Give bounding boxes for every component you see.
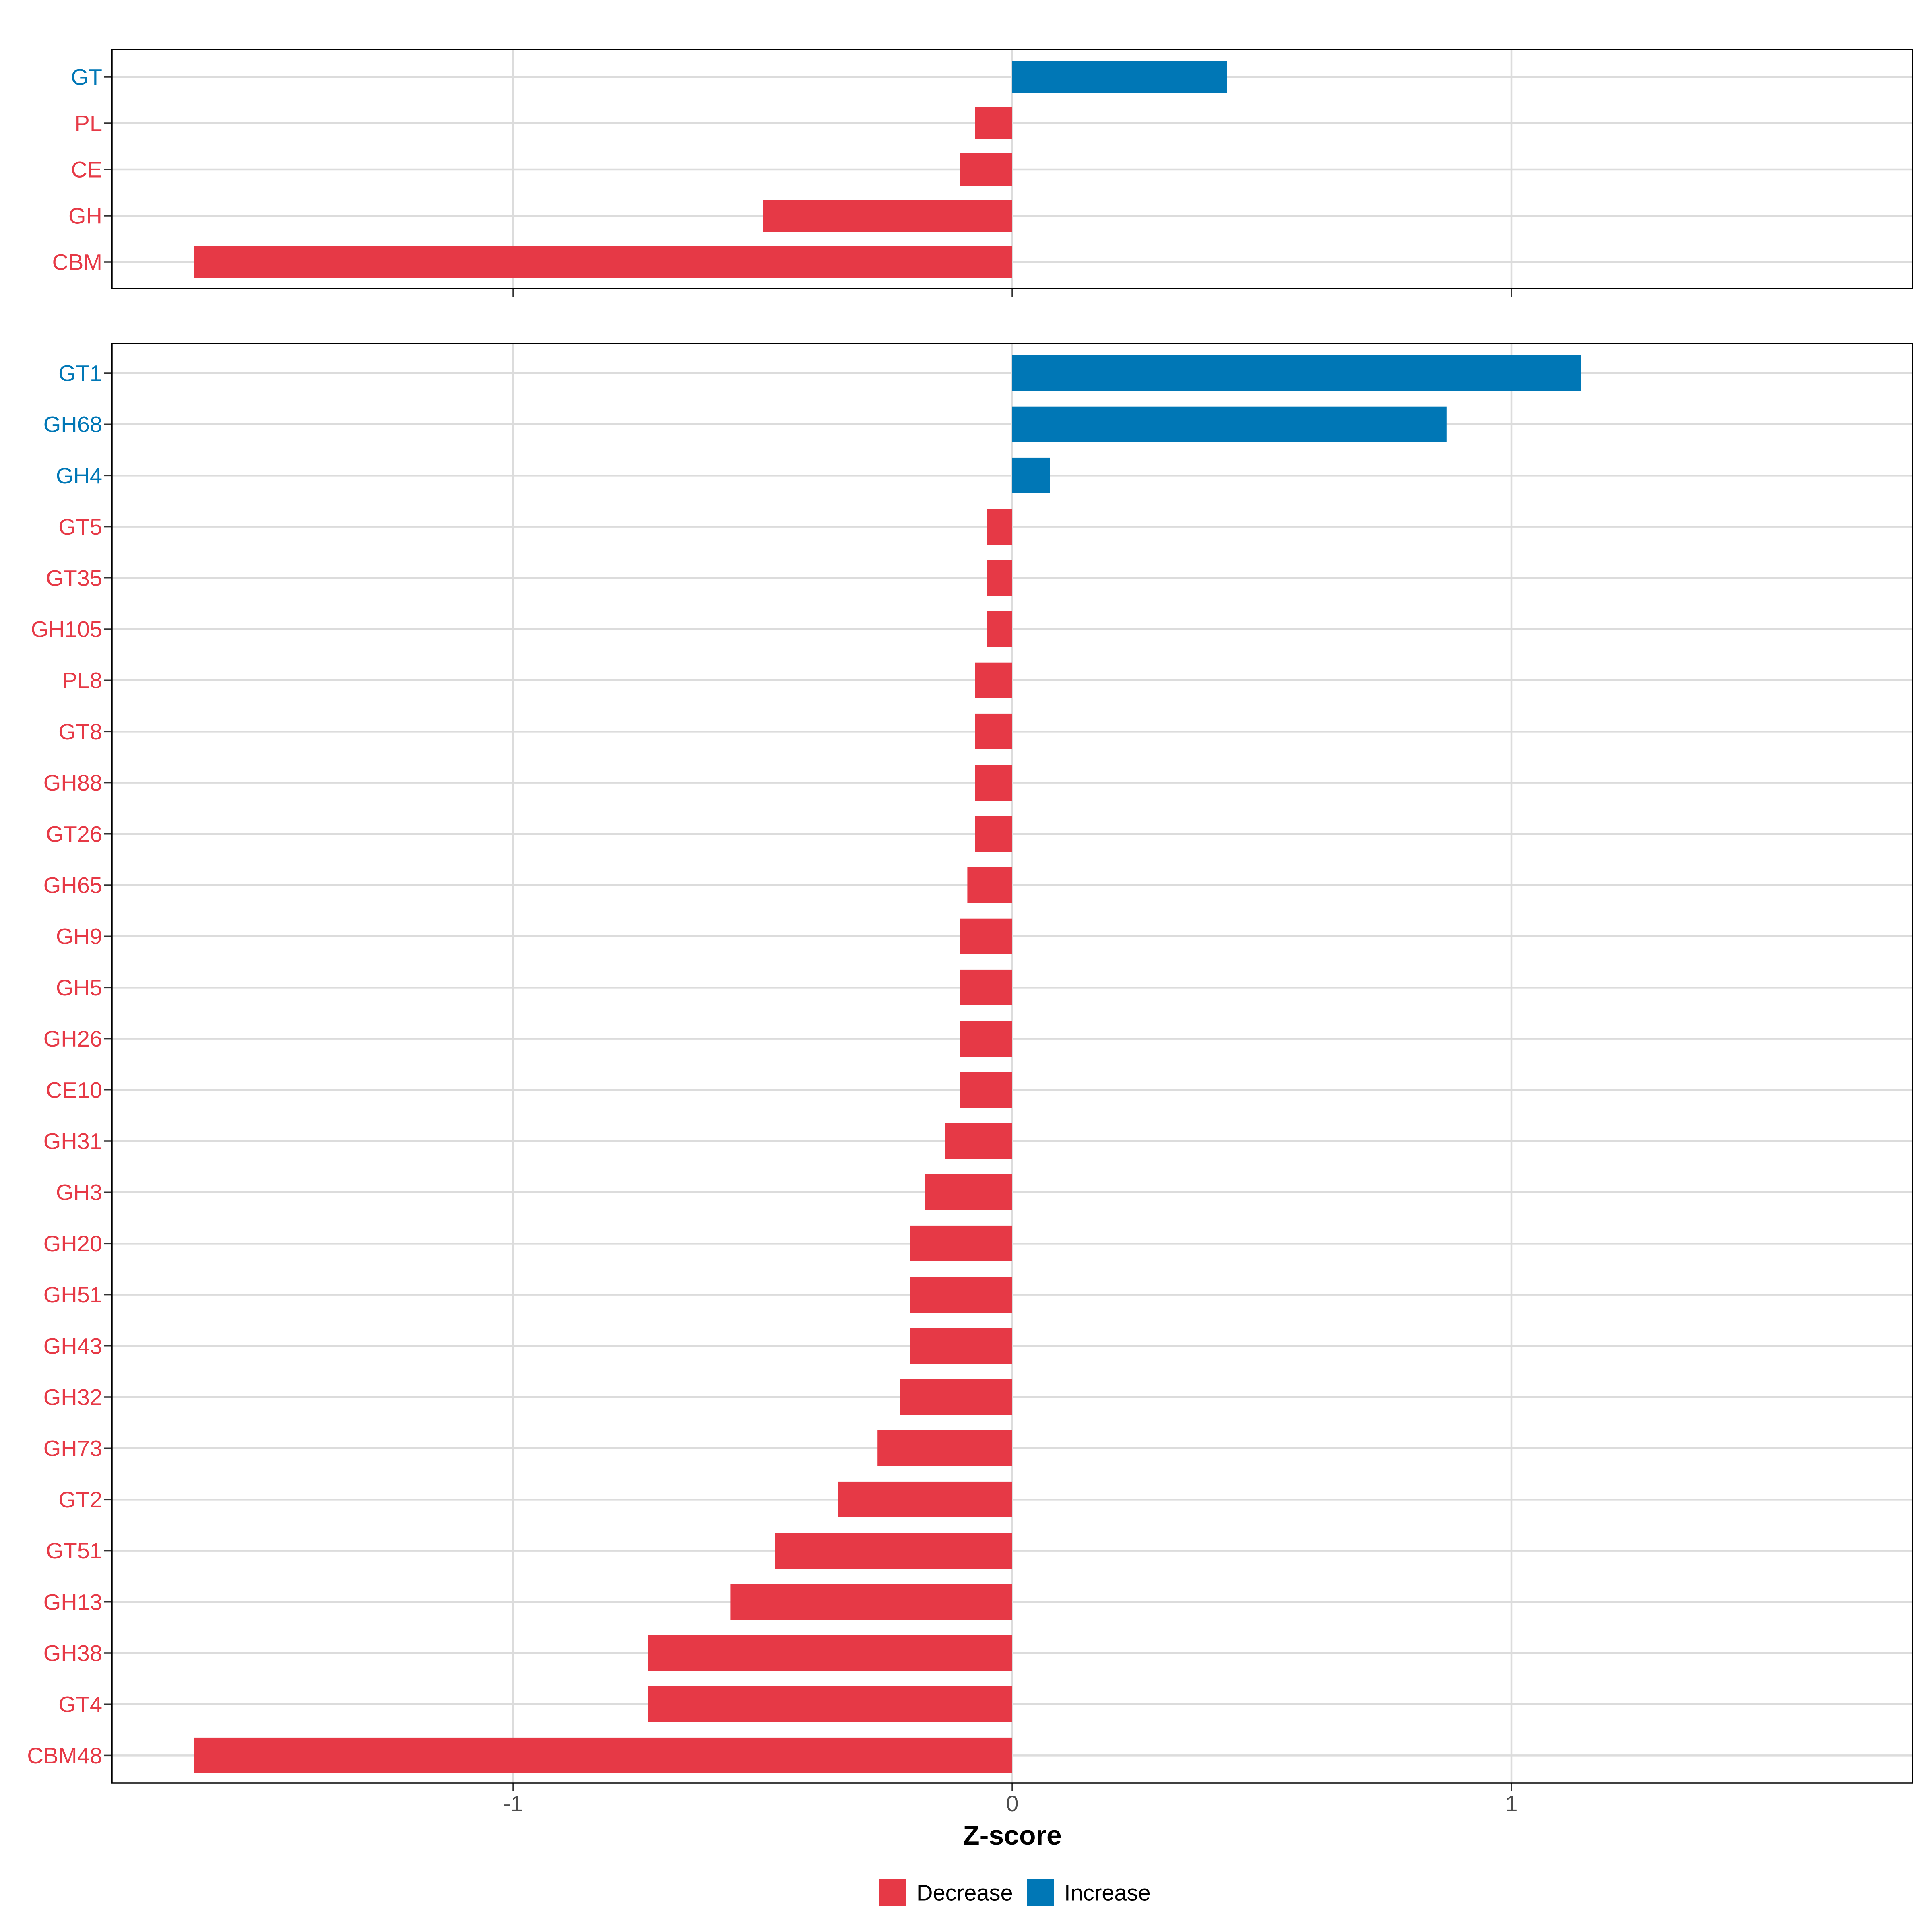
bar-gh32 bbox=[900, 1379, 1012, 1415]
bar-gt bbox=[1012, 61, 1227, 93]
y-tick-label: GH4 bbox=[56, 463, 102, 488]
y-tick-label: GH31 bbox=[43, 1129, 102, 1154]
bar-gh43 bbox=[910, 1328, 1012, 1364]
y-tick-label: GH68 bbox=[43, 412, 102, 437]
y-tick-label: GH88 bbox=[43, 770, 102, 795]
legend-swatch-increase bbox=[1027, 1879, 1054, 1906]
y-tick-label: GT5 bbox=[58, 514, 102, 539]
bar-gt51 bbox=[775, 1533, 1012, 1569]
y-tick-label: GH9 bbox=[56, 924, 102, 949]
x-axis-title: Z-score bbox=[963, 1820, 1062, 1851]
y-tick-label: CE10 bbox=[46, 1077, 102, 1102]
bar-cbm bbox=[194, 246, 1012, 278]
panel-border bbox=[111, 343, 1913, 1784]
bar-pl bbox=[975, 107, 1012, 139]
y-tick-label: GT1 bbox=[58, 361, 102, 386]
y-tick-label: GT35 bbox=[46, 565, 102, 590]
y-tick-label: GT4 bbox=[58, 1692, 102, 1717]
bar-gh20 bbox=[910, 1225, 1012, 1261]
y-tick-label: CE bbox=[71, 157, 102, 182]
y-tick-label: GT51 bbox=[46, 1538, 102, 1563]
bar-gt35 bbox=[987, 560, 1012, 596]
bar-gh73 bbox=[877, 1430, 1012, 1466]
y-tick-label: GH105 bbox=[31, 617, 102, 642]
bar-gh88 bbox=[975, 765, 1012, 801]
bar-gh bbox=[763, 200, 1012, 232]
bar-cbm48 bbox=[194, 1737, 1012, 1773]
y-tick-label: GH5 bbox=[56, 975, 102, 1000]
y-tick-label: GT26 bbox=[46, 821, 102, 846]
y-tick-label: GT8 bbox=[58, 719, 102, 744]
bar-gh68 bbox=[1012, 406, 1447, 442]
y-tick-label: GH3 bbox=[56, 1180, 102, 1205]
y-tick-label: CBM48 bbox=[27, 1743, 102, 1768]
bar-pl8 bbox=[975, 662, 1012, 698]
bar-gh31 bbox=[945, 1123, 1012, 1159]
y-tick-label: PL bbox=[75, 111, 103, 136]
bar-gt8 bbox=[975, 713, 1012, 749]
y-tick-label: GT2 bbox=[58, 1487, 102, 1512]
bar-gh9 bbox=[960, 918, 1012, 954]
y-tick-label: GH bbox=[68, 203, 102, 229]
bar-gh65 bbox=[967, 867, 1012, 903]
bar-gh105 bbox=[987, 611, 1012, 647]
y-tick-label: GH13 bbox=[43, 1589, 102, 1614]
bar-gh13 bbox=[730, 1584, 1012, 1620]
y-tick-label: GH20 bbox=[43, 1231, 102, 1256]
bar-gt1 bbox=[1012, 355, 1581, 391]
legend-swatch-decrease bbox=[879, 1879, 906, 1906]
y-tick-label: GH51 bbox=[43, 1282, 102, 1307]
y-tick-label: CBM bbox=[52, 250, 102, 275]
bar-ce bbox=[960, 153, 1012, 186]
panel-border bbox=[111, 49, 1913, 289]
x-tick-label: -1 bbox=[503, 1791, 523, 1816]
bar-gh4 bbox=[1012, 457, 1050, 493]
y-tick-label: GH43 bbox=[43, 1333, 102, 1358]
bar-gh3 bbox=[925, 1174, 1012, 1210]
legend: Decrease Increase bbox=[879, 1879, 1151, 1906]
y-tick-label: GT bbox=[71, 64, 102, 90]
bar-gh51 bbox=[910, 1277, 1012, 1313]
x-tick-label: 1 bbox=[1505, 1791, 1517, 1816]
y-tick-label: GH65 bbox=[43, 873, 102, 898]
summary-panel: GT PL CE GH CBM bbox=[52, 49, 1913, 297]
y-tick-label: GH73 bbox=[43, 1436, 102, 1461]
legend-label-increase: Increase bbox=[1064, 1880, 1151, 1905]
bar-gh38 bbox=[648, 1635, 1012, 1671]
bar-gh5 bbox=[960, 969, 1012, 1005]
bar-gt4 bbox=[648, 1686, 1012, 1722]
bar-gt5 bbox=[987, 509, 1012, 545]
bar-gt2 bbox=[838, 1481, 1012, 1517]
bar-ce10 bbox=[960, 1072, 1012, 1108]
y-tick-label: PL8 bbox=[62, 668, 102, 693]
y-tick-label: GH32 bbox=[43, 1385, 102, 1410]
y-tick-label: GH38 bbox=[43, 1641, 102, 1666]
bar-gt26 bbox=[975, 816, 1012, 852]
legend-label-decrease: Decrease bbox=[916, 1880, 1013, 1905]
y-tick-label: GH26 bbox=[43, 1026, 102, 1051]
x-tick-label: 0 bbox=[1006, 1791, 1018, 1816]
family-panel: GT1 GH68 GH4 GT5 GT35 GH105 PL8 GT8 GH88 GT26 GH65… bbox=[27, 343, 1913, 1791]
bar-gh26 bbox=[960, 1021, 1012, 1057]
x-axis: -1 0 1 bbox=[503, 1791, 1517, 1816]
